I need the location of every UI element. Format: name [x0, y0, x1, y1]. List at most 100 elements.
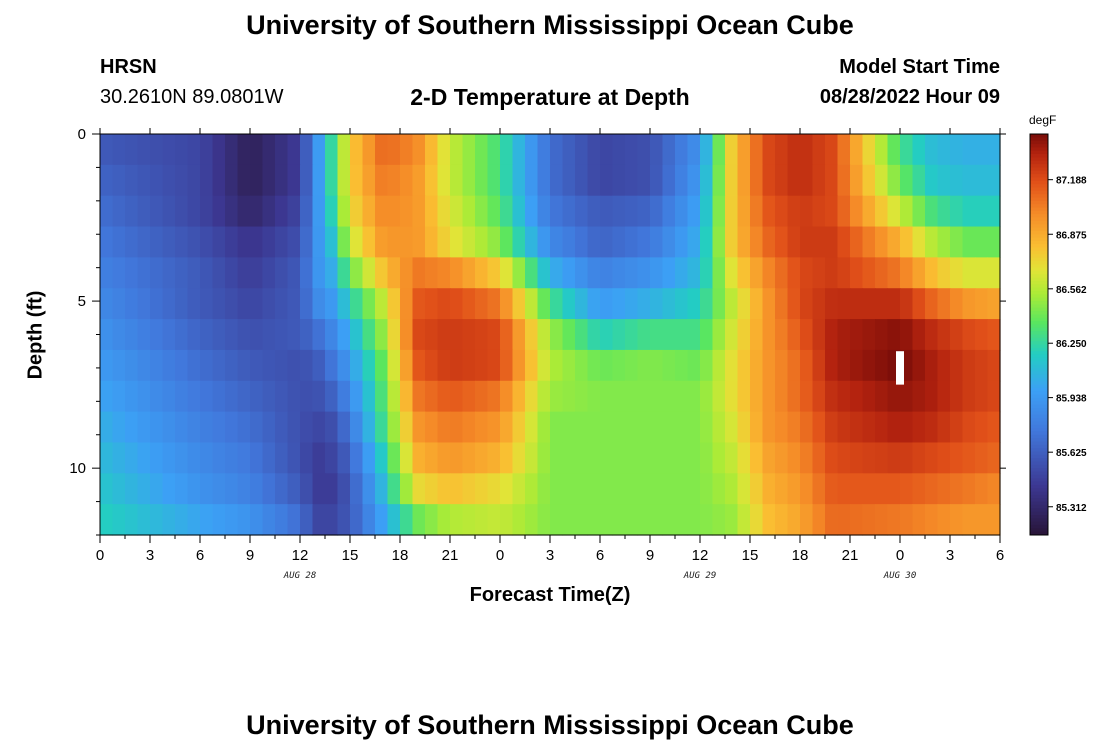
heatmap-cells	[100, 134, 1001, 536]
heatmap-cell	[425, 411, 439, 444]
heatmap-cell	[987, 504, 1001, 536]
heatmap-cell	[575, 504, 589, 536]
heatmap-cell	[600, 349, 614, 382]
colorbar-segment	[1030, 418, 1048, 422]
heatmap-cell	[825, 442, 839, 474]
heatmap-cell	[362, 319, 376, 351]
colorbar-tick-label: 86.250	[1056, 339, 1087, 350]
heatmap-cell	[925, 411, 939, 444]
heatmap-cell	[487, 195, 501, 228]
heatmap-cell	[125, 134, 139, 166]
heatmap-cell	[662, 442, 676, 474]
colorbar-tick-label: 85.938	[1056, 394, 1087, 405]
heatmap-cell	[812, 134, 826, 166]
heatmap-cell	[100, 349, 114, 382]
heatmap-cell	[462, 288, 476, 320]
heatmap-cell	[575, 288, 589, 320]
heatmap-cell	[125, 504, 139, 536]
heatmap-cell	[175, 288, 189, 320]
heatmap-cell	[825, 380, 839, 413]
heatmap-cell	[400, 411, 414, 444]
heatmap-cell	[500, 473, 514, 505]
heatmap-cell	[175, 504, 189, 536]
heatmap-cell	[387, 411, 401, 444]
heatmap-cell	[600, 319, 614, 351]
heatmap-cell	[787, 134, 801, 166]
heatmap-cell	[337, 226, 351, 258]
heatmap-cell	[600, 226, 614, 258]
heatmap-cell	[150, 319, 164, 351]
heatmap-cell	[512, 288, 526, 320]
heatmap-cell	[200, 504, 214, 536]
heatmap-cell	[975, 504, 989, 536]
heatmap-cell	[175, 380, 189, 413]
heatmap-cell	[437, 257, 451, 289]
heatmap-cell	[912, 164, 926, 197]
heatmap-cell	[150, 164, 164, 197]
heatmap-cell	[550, 195, 564, 228]
heatmap-cell	[625, 257, 639, 289]
heatmap-cell	[912, 504, 926, 536]
heatmap-cell	[512, 411, 526, 444]
heatmap-cell	[250, 349, 264, 382]
heatmap-cell	[787, 442, 801, 474]
heatmap-cell	[375, 195, 389, 228]
heatmap-cell	[637, 442, 651, 474]
heatmap-cell	[112, 473, 126, 505]
heatmap-cell	[587, 442, 601, 474]
heatmap-cell	[925, 319, 939, 351]
heatmap-cell	[812, 226, 826, 258]
heatmap-cell	[725, 380, 739, 413]
heatmap-cell	[687, 195, 701, 228]
heatmap-cell	[812, 473, 826, 505]
heatmap-cell	[337, 442, 351, 474]
heatmap-cell	[312, 349, 326, 382]
heatmap-cell	[512, 473, 526, 505]
heatmap-cell	[462, 226, 476, 258]
x-tick-label: 18	[792, 547, 809, 564]
heatmap-cell	[750, 411, 764, 444]
heatmap-cell	[375, 319, 389, 351]
heatmap-cell	[812, 349, 826, 382]
heatmap-cell	[925, 504, 939, 536]
heatmap-cell	[637, 226, 651, 258]
heatmap-cell	[650, 349, 664, 382]
heatmap-cell	[212, 504, 226, 536]
colorbar-segment	[1030, 247, 1048, 252]
heatmap-cell	[425, 257, 439, 289]
heatmap-cell	[350, 442, 364, 474]
heatmap-cell	[862, 319, 876, 351]
heatmap-cell	[450, 380, 464, 413]
heatmap-cell	[687, 257, 701, 289]
heatmap-cell	[500, 164, 514, 197]
heatmap-cell	[362, 288, 376, 320]
colorbar-segment	[1030, 207, 1048, 212]
heatmap-cell	[287, 195, 301, 228]
heatmap-cell	[237, 226, 251, 258]
heatmap-cell	[100, 380, 114, 413]
heatmap-cell	[650, 319, 664, 351]
heatmap-cell	[275, 411, 289, 444]
heatmap-cell	[737, 349, 751, 382]
colorbar-segment	[1030, 504, 1048, 509]
heatmap-cell	[262, 349, 276, 382]
heatmap-cell	[650, 411, 664, 444]
heatmap-cell	[487, 226, 501, 258]
heatmap-cell	[437, 504, 451, 536]
heatmap-cell	[237, 319, 251, 351]
heatmap-cell	[587, 164, 601, 197]
heatmap-cell	[337, 380, 351, 413]
heatmap-cell	[150, 380, 164, 413]
colorbar-segment	[1030, 384, 1048, 389]
heatmap-cell	[500, 288, 514, 320]
station-name: HRSN	[100, 56, 157, 78]
heatmap-cell	[462, 195, 476, 228]
colorbar-segment	[1030, 170, 1048, 175]
heatmap-cell	[912, 257, 926, 289]
colorbar-segment	[1030, 324, 1048, 329]
colorbar-segment	[1030, 237, 1048, 242]
heatmap-cell	[700, 164, 714, 197]
heatmap-cell	[625, 504, 639, 536]
heatmap-cell	[787, 288, 801, 320]
heatmap-cell	[375, 164, 389, 197]
